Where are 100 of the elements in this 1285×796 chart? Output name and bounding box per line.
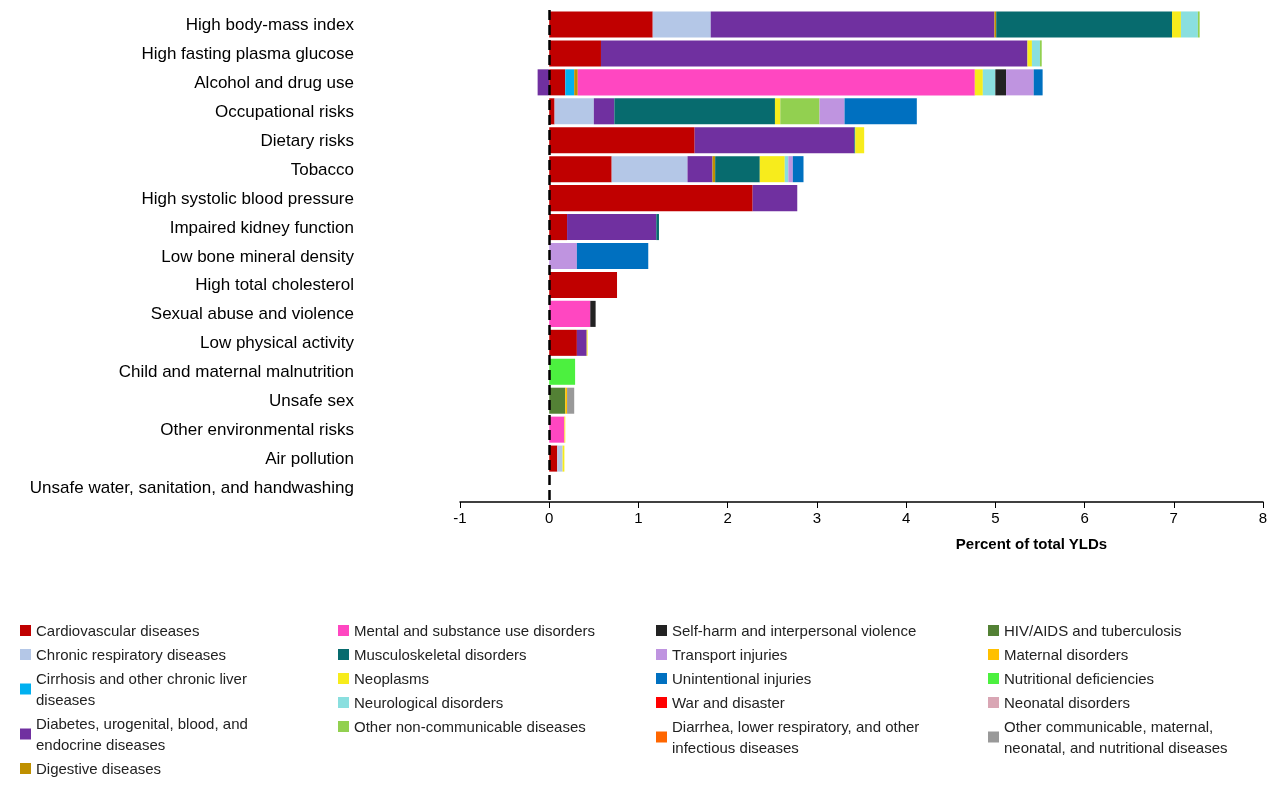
legend-label: Digestive diseases [36, 760, 162, 777]
legend-label: Other non-communicable diseases [354, 718, 586, 735]
legend-label: Unintentional injuries [672, 670, 812, 687]
y-tick-label: Impaired kidney function [169, 217, 354, 237]
bar [752, 185, 798, 212]
y-tick-label: Unsafe sex [268, 391, 355, 411]
bar [974, 69, 983, 96]
y-tick-label: High total cholesterol [195, 275, 354, 295]
legend-label: Mental and substance use disorders [354, 622, 595, 639]
legend-label: War and disaster [672, 694, 785, 711]
legend-label: Chronic respiratory diseases [36, 646, 227, 663]
bar [574, 69, 578, 96]
bar [1031, 40, 1040, 67]
bar [1027, 40, 1032, 67]
x-tick-label: 1 [634, 509, 643, 526]
bar [549, 329, 577, 356]
y-tick-label: High body-mass index [185, 14, 355, 34]
bar [549, 242, 577, 270]
x-tick-label: 2 [723, 509, 732, 526]
x-tick-label: -1 [453, 509, 467, 526]
bar [557, 445, 563, 472]
y-tick-label: Dietary risks [260, 130, 354, 150]
legend-label: Cardiovascular diseases [36, 622, 200, 639]
legend-label: Diarrhea, lower respiratory, and other infectious diseases [672, 718, 924, 756]
x-tick-label: 5 [991, 509, 1000, 526]
bar [549, 416, 565, 443]
bar [549, 156, 612, 183]
x-tick-label: 6 [1080, 509, 1089, 526]
bar [759, 156, 785, 183]
bar [549, 387, 566, 414]
y-tick-label: Sexual abuse and violence [150, 304, 354, 324]
bar [549, 214, 568, 241]
legend-label: Self-harm and interpersonal violence [672, 622, 917, 639]
bar [715, 156, 760, 183]
bar [1171, 11, 1181, 38]
legend-label: Transport injuries [672, 646, 788, 663]
bar [792, 156, 804, 183]
bar [1033, 69, 1043, 96]
bar [593, 98, 615, 125]
bar [774, 98, 781, 125]
bar [565, 69, 575, 96]
bar [577, 69, 975, 96]
bar [844, 98, 917, 125]
y-tick-label: Other environmental risks [160, 420, 354, 440]
y-tick-label: Alcohol and drug use [194, 72, 354, 92]
y-tick-label: Occupational risks [215, 101, 354, 121]
bar [576, 242, 649, 270]
bar [788, 156, 793, 183]
bar [549, 185, 753, 212]
x-tick-label: 8 [1258, 509, 1268, 526]
legend-label: Musculoskeletal disorders [354, 646, 527, 663]
bar [549, 11, 653, 38]
bar [712, 156, 716, 183]
bar [996, 11, 1172, 38]
bar [780, 98, 820, 125]
x-tick-label: 4 [901, 509, 911, 526]
legend-label: Cirrhosis and other chronic liver diseases [36, 670, 252, 708]
bar [710, 11, 995, 38]
bar [995, 69, 1007, 96]
legend-label: Diabetes, urogenital, blood, and endocrine diseases [36, 715, 252, 753]
bar [567, 387, 575, 414]
bar [819, 98, 845, 125]
bar [656, 214, 659, 241]
y-tick-label: High fasting plasma glucose [141, 43, 354, 63]
bar [614, 98, 775, 125]
bar [694, 127, 855, 154]
legend-label: Neurological disorders [354, 694, 504, 711]
bar [549, 69, 566, 96]
y-tick-label: Child and maternal malnutrition [118, 362, 354, 382]
bar [549, 40, 601, 67]
bar [549, 300, 591, 327]
bar [652, 11, 711, 38]
bar [855, 127, 865, 154]
legend-label: Maternal disorders [1004, 646, 1129, 663]
bar [576, 329, 587, 356]
bar [1180, 11, 1198, 38]
legend-label: Nutritional deficiencies [1004, 670, 1155, 687]
x-tick-label: 0 [545, 509, 554, 526]
legend-label: HIV/AIDS and tuberculosis [1004, 622, 1182, 639]
legend-label: Other communicable, maternal, neonatal, and nutritional diseases [1004, 718, 1228, 756]
y-tick-label: Low physical activity [199, 333, 355, 353]
y-tick-label: Unsafe water, sanitation, and handwashing [29, 478, 354, 498]
x-tick-label: 3 [812, 509, 822, 526]
legend-label: Neonatal disorders [1004, 694, 1130, 711]
y-tick-label: High systolic blood pressure [141, 188, 354, 208]
bar [1006, 69, 1034, 96]
y-tick-label: Tobacco [290, 159, 354, 179]
bar [567, 214, 657, 241]
legend-label: Neoplasms [354, 670, 430, 687]
bar [554, 98, 594, 125]
y-tick-label: Low bone mineral density [161, 246, 355, 266]
bar [982, 69, 996, 96]
bar [549, 271, 618, 298]
bar [549, 127, 695, 154]
bar [549, 358, 576, 385]
y-tick-label: Air pollution [265, 449, 354, 469]
bar [687, 156, 713, 183]
bar [600, 40, 1028, 67]
x-tick-label: 7 [1169, 509, 1178, 526]
bar [590, 300, 596, 327]
